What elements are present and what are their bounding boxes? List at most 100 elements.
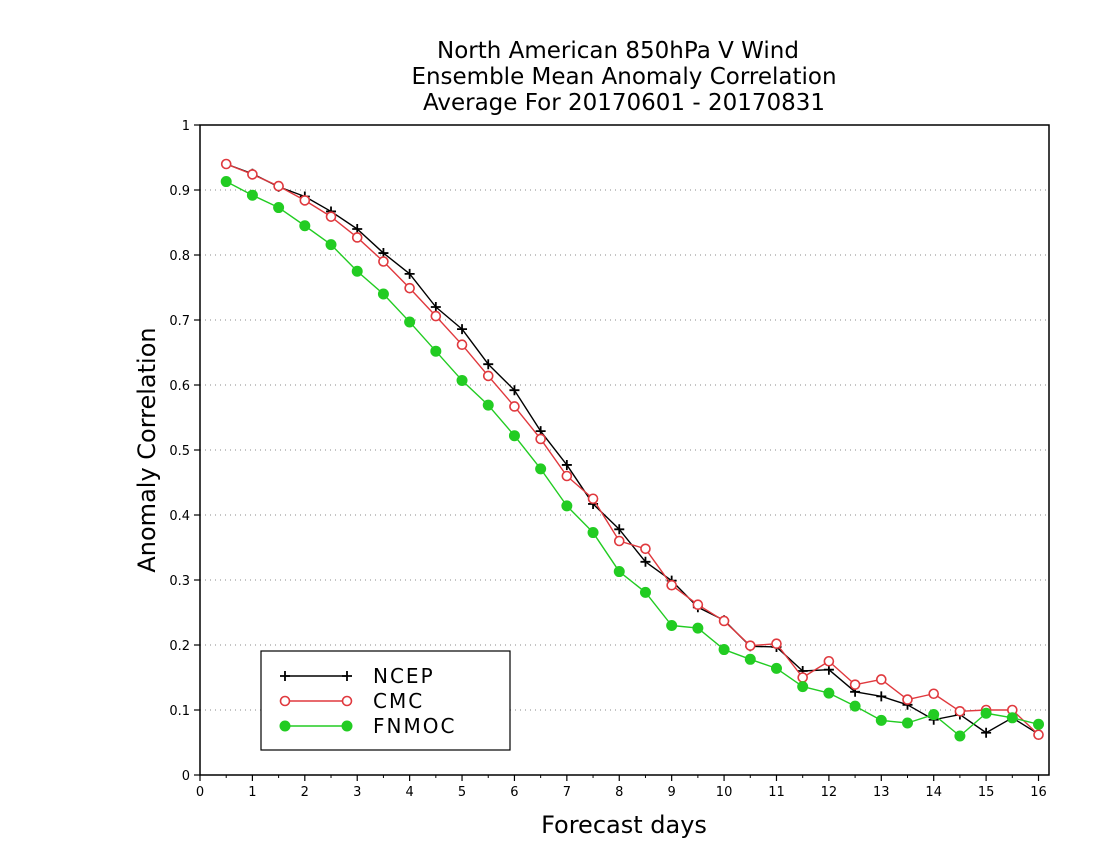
ncep-point bbox=[404, 268, 415, 279]
cmc-point bbox=[351, 232, 363, 243]
cmc-point bbox=[404, 282, 415, 294]
legend-marker-ncep bbox=[280, 671, 290, 681]
fnmoc-point bbox=[744, 653, 756, 665]
cmc-point bbox=[1033, 729, 1044, 741]
legend-marker-ncep bbox=[342, 671, 352, 681]
x-tick-label-13: 13 bbox=[873, 785, 890, 800]
title-line-3: Average For 20170601 - 20170831 bbox=[423, 90, 825, 116]
x-axis-ticks: 0 1 2 3 4 5 6 7 8 9 10 11 12 13 14 15 16 bbox=[196, 775, 1047, 800]
fnmoc-point bbox=[377, 288, 389, 300]
cmc-point bbox=[666, 579, 677, 591]
y-tick-label-10: 1 bbox=[182, 119, 190, 134]
fnmoc-point bbox=[823, 687, 835, 699]
x-tick-label-5: 5 bbox=[458, 785, 466, 800]
cmc-point bbox=[430, 310, 442, 322]
fnmoc-point bbox=[430, 345, 442, 357]
fnmoc-point bbox=[1006, 712, 1018, 724]
y-axis-ticks: 0 0.1 0.2 0.3 0.4 0.5 0.6 0.7 0.8 0.9 1 bbox=[169, 119, 200, 784]
fnmoc-point bbox=[666, 620, 678, 631]
x-tick-label-16: 16 bbox=[1030, 785, 1047, 800]
chart-title: North American 850hPa V Wind Ensemble Me… bbox=[411, 38, 836, 116]
cmc-point bbox=[325, 211, 337, 222]
cmc-point bbox=[535, 433, 546, 445]
fnmoc-point bbox=[325, 239, 337, 251]
cmc-point bbox=[849, 679, 861, 690]
legend-label-cmc: CMC bbox=[373, 689, 424, 713]
ncep-point bbox=[876, 691, 887, 702]
legend-label-ncep: NCEP bbox=[373, 664, 435, 688]
fnmoc-point bbox=[954, 730, 966, 742]
y-tick-label-0: 0 bbox=[182, 769, 190, 784]
y-tick-label-4: 0.4 bbox=[169, 509, 190, 524]
cmc-point bbox=[482, 370, 494, 382]
cmc-point bbox=[509, 401, 520, 412]
cmc-point bbox=[954, 705, 966, 717]
cmc-point bbox=[771, 638, 782, 650]
cmc-point bbox=[247, 169, 258, 180]
x-tick-label-4: 4 bbox=[405, 785, 413, 800]
x-tick-label-10: 10 bbox=[716, 785, 733, 800]
fnmoc-point bbox=[718, 644, 730, 656]
x-tick-label-14: 14 bbox=[925, 785, 942, 800]
cmc-point bbox=[928, 688, 940, 700]
ncep-point bbox=[981, 727, 992, 738]
cmc-point bbox=[875, 674, 887, 685]
fnmoc-point bbox=[561, 500, 573, 512]
fnmoc-point bbox=[797, 681, 809, 693]
fnmoc-point bbox=[273, 202, 285, 214]
fnmoc-point bbox=[351, 265, 363, 277]
series-cmc bbox=[220, 158, 1044, 741]
cmc-point bbox=[744, 640, 756, 651]
legend-marker-fnmoc bbox=[341, 720, 353, 732]
fnmoc-point bbox=[220, 176, 232, 188]
cmc-line bbox=[225, 163, 1039, 736]
ncep-point bbox=[614, 524, 625, 535]
y-tick-label-7: 0.7 bbox=[169, 314, 190, 329]
fnmoc-point bbox=[456, 374, 468, 386]
x-tick-label-7: 7 bbox=[563, 785, 571, 800]
x-axis-label: Forecast days bbox=[541, 811, 707, 839]
ncep-line bbox=[225, 163, 1039, 735]
x-tick-label-12: 12 bbox=[821, 785, 838, 800]
x-tick-label-1: 1 bbox=[248, 785, 256, 800]
fnmoc-point bbox=[928, 709, 940, 721]
fnmoc-point bbox=[902, 717, 913, 729]
title-line-1: North American 850hPa V Wind bbox=[437, 38, 799, 64]
cmc-point bbox=[220, 158, 232, 170]
x-tick-label-2: 2 bbox=[301, 785, 309, 800]
legend-marker-cmc bbox=[341, 695, 353, 707]
cmc-point bbox=[718, 615, 730, 627]
x-tick-label-9: 9 bbox=[668, 785, 676, 800]
cmc-point bbox=[692, 599, 704, 611]
y-tick-label-8: 0.8 bbox=[169, 249, 190, 264]
y-axis-label: Anomaly Correlation bbox=[133, 327, 161, 572]
ncep-point bbox=[457, 324, 468, 335]
cmc-point bbox=[902, 694, 913, 705]
fnmoc-point bbox=[849, 700, 861, 712]
cmc-point bbox=[561, 470, 573, 482]
series-lines bbox=[220, 158, 1045, 742]
legend-marker-cmc bbox=[279, 695, 291, 707]
fnmoc-point bbox=[246, 189, 258, 201]
ncep-point bbox=[430, 302, 441, 312]
x-tick-label-11: 11 bbox=[768, 785, 785, 800]
fnmoc-point bbox=[587, 527, 599, 539]
x-tick-label-0: 0 bbox=[196, 785, 204, 800]
y-tick-label-6: 0.6 bbox=[169, 379, 190, 394]
x-tick-label-3: 3 bbox=[353, 785, 361, 800]
title-line-2: Ensemble Mean Anomaly Correlation bbox=[411, 64, 836, 90]
cmc-point bbox=[273, 180, 284, 192]
y-tick-label-3: 0.3 bbox=[169, 574, 190, 589]
cmc-point bbox=[378, 256, 389, 267]
cmc-point bbox=[640, 543, 651, 555]
cmc-point bbox=[823, 655, 835, 667]
cmc-point bbox=[797, 672, 808, 683]
y-tick-label-9: 0.9 bbox=[169, 184, 190, 199]
y-tick-label-5: 0.5 bbox=[169, 444, 190, 459]
legend-label-fnmoc: FNMOC bbox=[373, 714, 456, 738]
cmc-point bbox=[587, 493, 599, 505]
x-tick-label-6: 6 bbox=[510, 785, 518, 800]
y-tick-label-1: 0.1 bbox=[169, 704, 190, 719]
ncep-point bbox=[640, 556, 651, 567]
